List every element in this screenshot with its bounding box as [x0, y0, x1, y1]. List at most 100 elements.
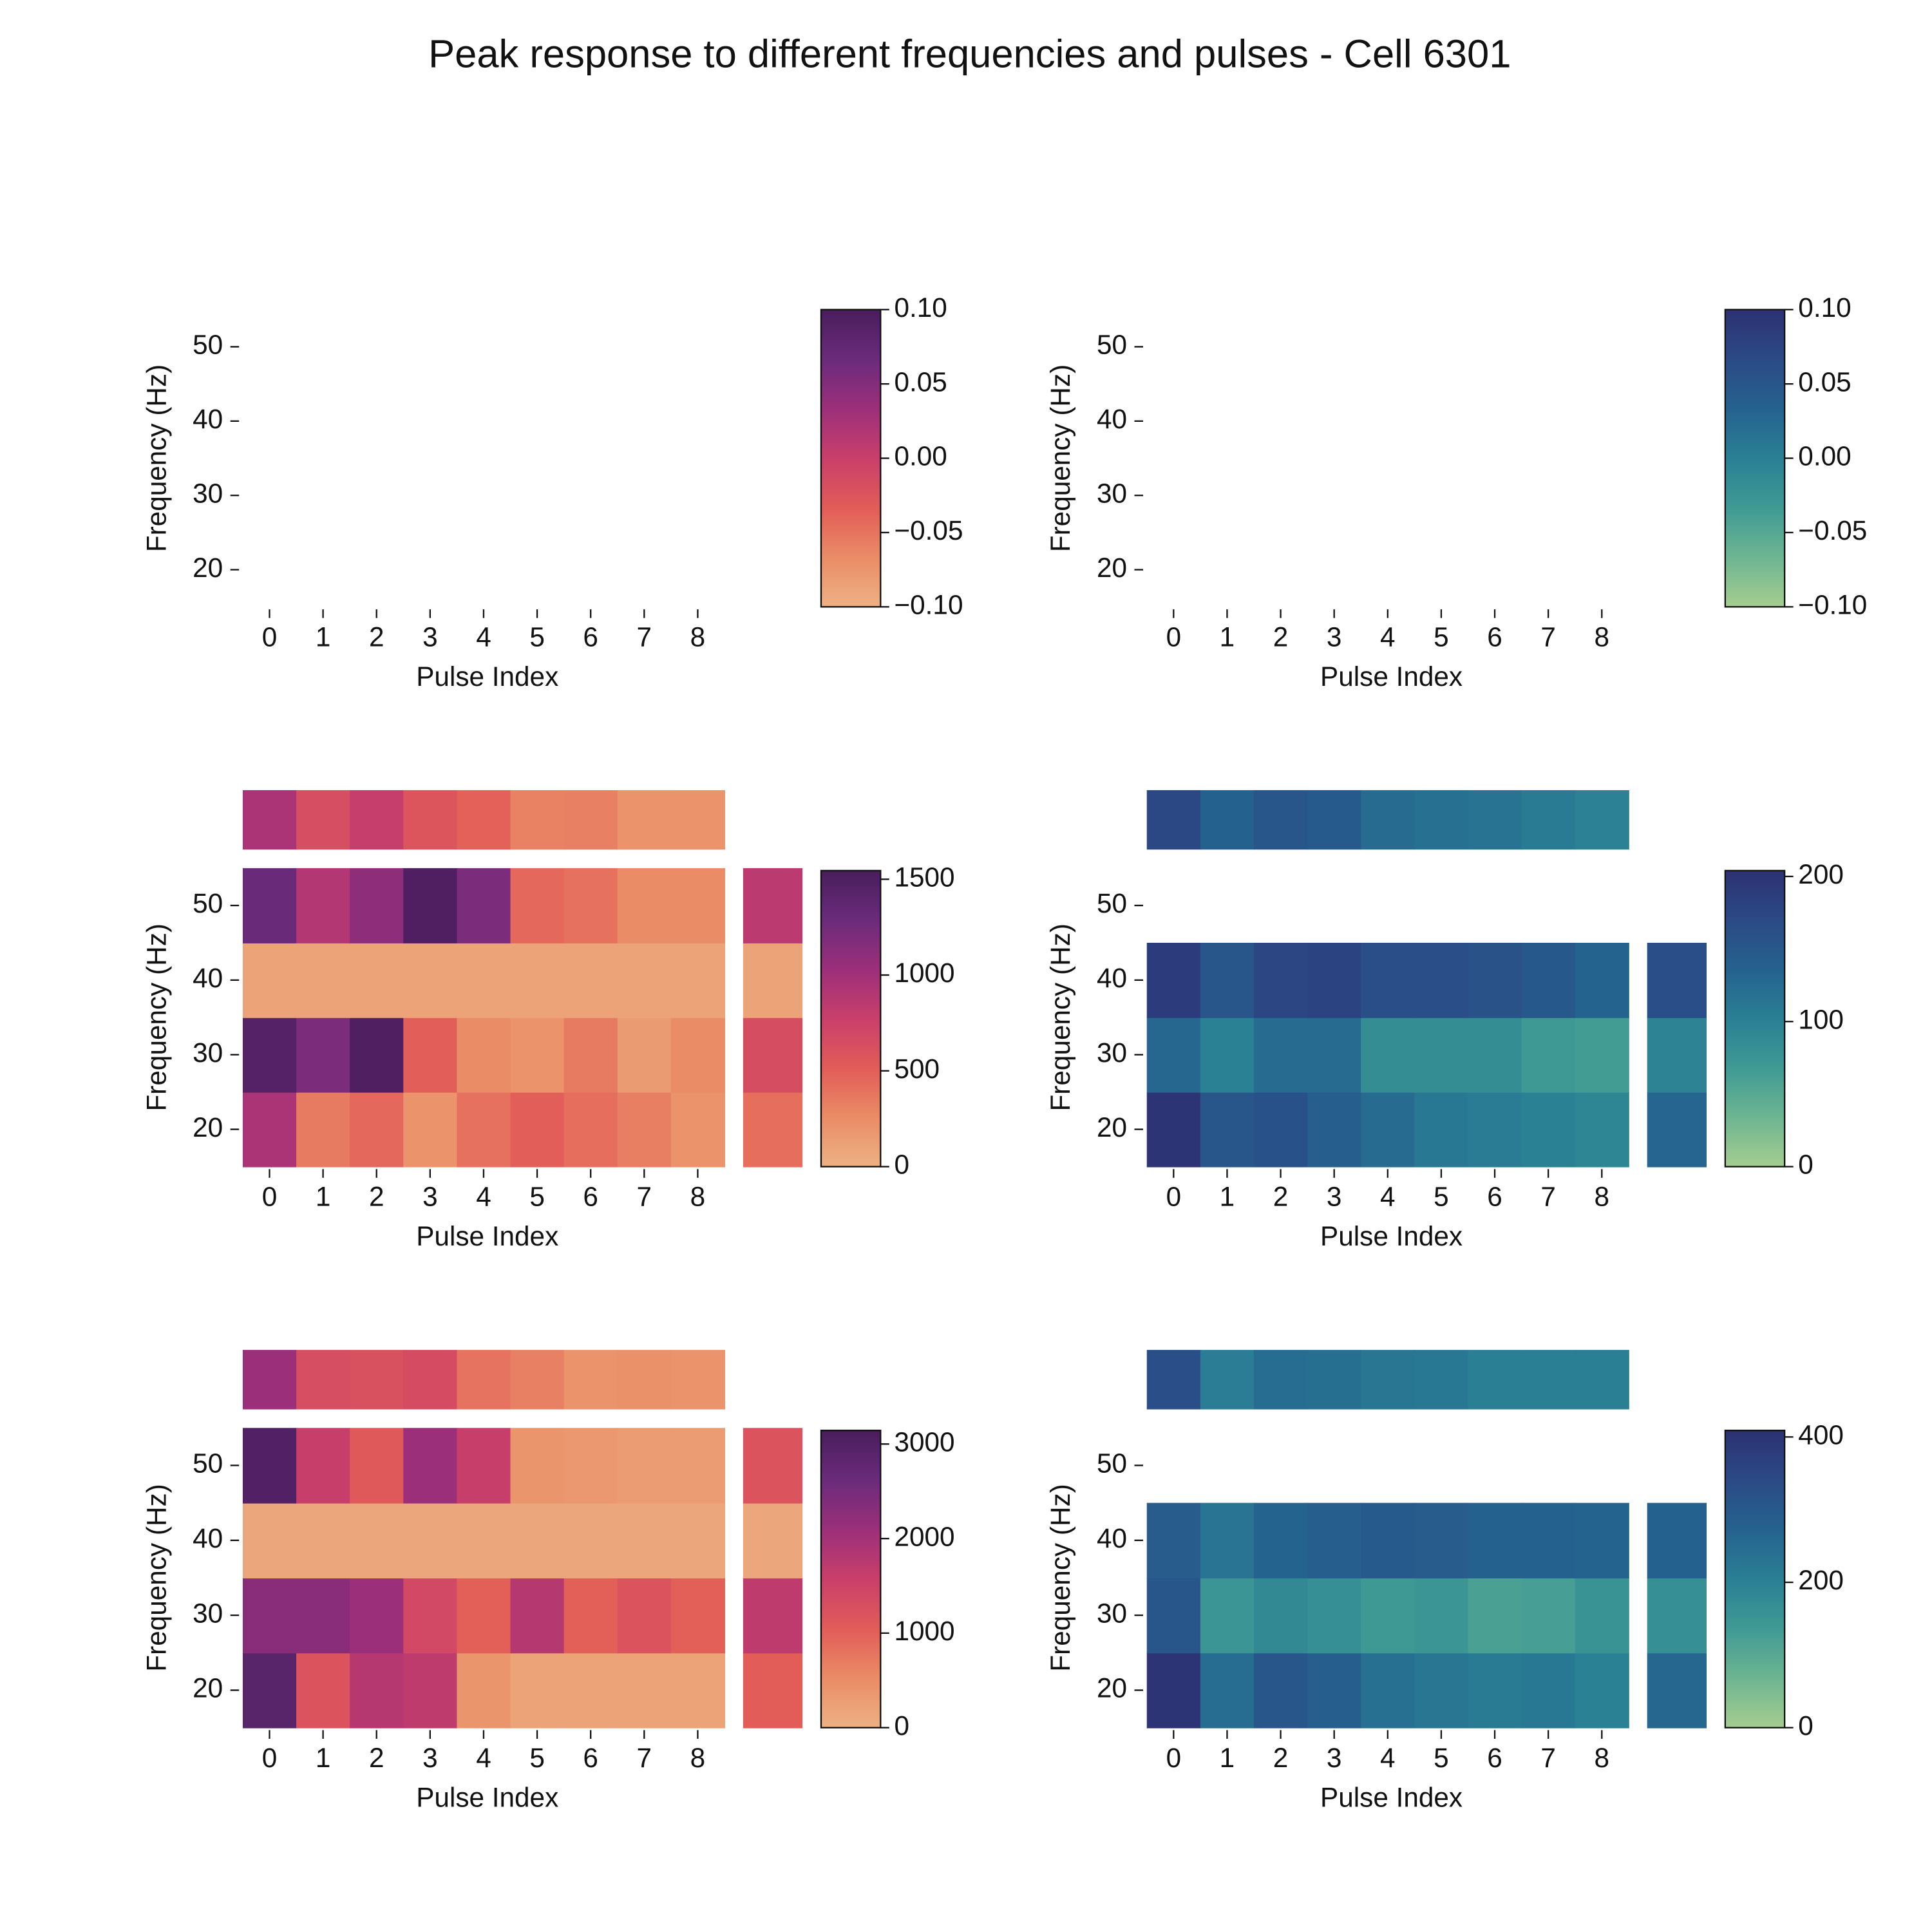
heatmap-cell: [1200, 1092, 1255, 1168]
heatmap-cell: [670, 1502, 725, 1578]
heatmap-cell: [510, 1092, 565, 1168]
heatmap-cell: [510, 868, 565, 943]
x-tick-label: 2: [369, 621, 384, 652]
y-tick-label: 30: [193, 1037, 223, 1068]
x-tick-label: 7: [637, 1182, 652, 1212]
row-mean-cell: [1647, 1092, 1707, 1168]
heatmap-cell: [1307, 1092, 1362, 1168]
heatmap-cell: [403, 1017, 458, 1093]
x-tick-label: 7: [637, 1743, 652, 1773]
column-mean-cell: [242, 1350, 298, 1410]
x-tick-label: 7: [637, 621, 652, 652]
x-tick-label: 5: [1434, 1182, 1449, 1212]
colorbar-tick-label: 0.05: [1798, 366, 1851, 397]
column-mean-cell: [242, 790, 298, 850]
heatmap-cell: [296, 1092, 351, 1168]
x-tick-label: 1: [1220, 1743, 1235, 1773]
y-tick-label: 20: [1097, 1673, 1127, 1703]
heatmap-cell: [564, 1017, 618, 1093]
column-mean-cell: [296, 790, 351, 850]
heatmap-cell: [403, 1578, 458, 1654]
y-tick-label: 50: [1097, 330, 1127, 360]
heatmap-cell: [1254, 1653, 1309, 1728]
x-tick-label: 2: [1273, 1743, 1289, 1773]
heatmap-cell: [564, 1502, 618, 1578]
colorbar-tick-label: −0.10: [894, 589, 963, 620]
colorbar-tick-label: −0.05: [1798, 515, 1867, 545]
column-mean-cell: [1414, 790, 1469, 850]
heatmap-cell: [1254, 942, 1309, 1018]
column-mean-cell: [1307, 790, 1362, 850]
heatmap-cell: [617, 1092, 672, 1168]
heatmap-cell: [1575, 1502, 1629, 1578]
colorbar: [1724, 308, 1786, 608]
heatmap-cell: [457, 1428, 511, 1504]
x-tick-label: 6: [1487, 1182, 1502, 1212]
colorbar: [1724, 869, 1786, 1168]
heatmap-cell: [564, 1578, 618, 1654]
heatmap-cell: [1521, 942, 1576, 1018]
heatmap-cell: [1414, 1092, 1469, 1168]
heatmap-cell: [403, 1092, 458, 1168]
heatmap-cell: [296, 1502, 351, 1578]
x-tick-label: 8: [690, 1743, 706, 1773]
heatmap-cell: [350, 1092, 404, 1168]
colorbar-tick-label: 100: [1798, 1004, 1844, 1034]
y-tick-label: 40: [1097, 1523, 1127, 1553]
heatmap-cell: [1575, 1017, 1629, 1093]
row-mean-cell: [743, 1502, 803, 1578]
column-mean-cell: [617, 790, 672, 850]
x-tick-label: 4: [1380, 621, 1396, 652]
heatmap-cell: [670, 942, 725, 1018]
heatmap-cell: [1361, 1653, 1416, 1728]
colorbar: [1724, 1430, 1786, 1728]
x-tick-label: 7: [1540, 1182, 1556, 1212]
colorbar-tick-label: 0: [894, 1710, 909, 1741]
heatmap-cell: [670, 1653, 725, 1728]
heatmap-cell: [1468, 1502, 1522, 1578]
x-tick-label: 2: [1273, 621, 1289, 652]
colorbar: [820, 1430, 882, 1728]
x-tick-label: 0: [1166, 1182, 1182, 1212]
colorbar-tick-label: −0.05: [894, 515, 963, 545]
y-tick-label: 40: [193, 963, 223, 993]
heatmap-cell: [350, 942, 404, 1018]
x-tick-label: 5: [529, 1743, 545, 1773]
heatmap-cell: [457, 1017, 511, 1093]
heatmap-cell: [617, 1428, 672, 1504]
heatmap-cell: [510, 1502, 565, 1578]
x-tick-label: 4: [1380, 1743, 1396, 1773]
x-tick-label: 3: [1327, 1182, 1342, 1212]
heatmap-cell: [296, 942, 351, 1018]
x-tick-label: 6: [1487, 1743, 1502, 1773]
heatmap-cell: [1146, 1653, 1201, 1728]
heatmap-cell: [1468, 1092, 1522, 1168]
heatmap-cell: [242, 868, 298, 943]
x-tick-label: 6: [1487, 621, 1502, 652]
heatmap-cell: [350, 1578, 404, 1654]
heatmap-cell: [617, 942, 672, 1018]
x-tick-label: 0: [1166, 621, 1182, 652]
x-tick-label: 4: [476, 1743, 491, 1773]
colorbar-tick-label: 1000: [894, 958, 954, 988]
colorbar-tick-label: 1500: [894, 862, 954, 892]
x-tick-label: 8: [690, 621, 706, 652]
colorbar-tick-label: 3000: [894, 1426, 954, 1457]
heatmap-cell: [1468, 1653, 1522, 1728]
x-tick-label: 7: [1540, 621, 1556, 652]
row-mean-cell: [743, 1017, 803, 1093]
x-tick-label: 3: [422, 1182, 438, 1212]
x-tick-label: 5: [529, 1182, 545, 1212]
y-tick-label: 20: [193, 1673, 223, 1703]
heatmap-cell: [1468, 1017, 1522, 1093]
y-axis-label: Frequency (Hz): [141, 923, 171, 1111]
colorbar-tick-label: 0: [1798, 1150, 1814, 1180]
x-axis-label: Pulse Index: [1320, 1782, 1463, 1812]
y-tick-label: 50: [193, 1448, 223, 1479]
y-tick-label: 30: [1097, 478, 1127, 508]
column-mean-cell: [1307, 1350, 1362, 1410]
colorbar: [820, 869, 882, 1168]
heatmap-cell: [403, 942, 458, 1018]
row-mean-cell: [1647, 1502, 1707, 1578]
y-tick-label: 40: [193, 1523, 223, 1553]
